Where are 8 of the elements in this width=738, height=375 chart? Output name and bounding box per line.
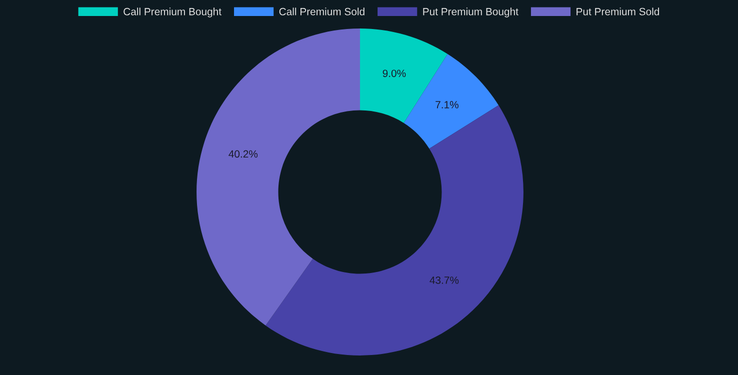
legend-label: Put Premium Sold (576, 8, 660, 16)
data-label: 7.1% (436, 101, 458, 108)
data-label: 9.0% (382, 70, 406, 78)
data-label: 40.2% (228, 150, 258, 158)
legend-label: Call Premium Sold (279, 8, 364, 16)
legend-label: Call Premium Bought (124, 8, 222, 18)
data-label: 43.7% (430, 276, 459, 284)
legend-label: Put Premium Bought (423, 8, 518, 18)
